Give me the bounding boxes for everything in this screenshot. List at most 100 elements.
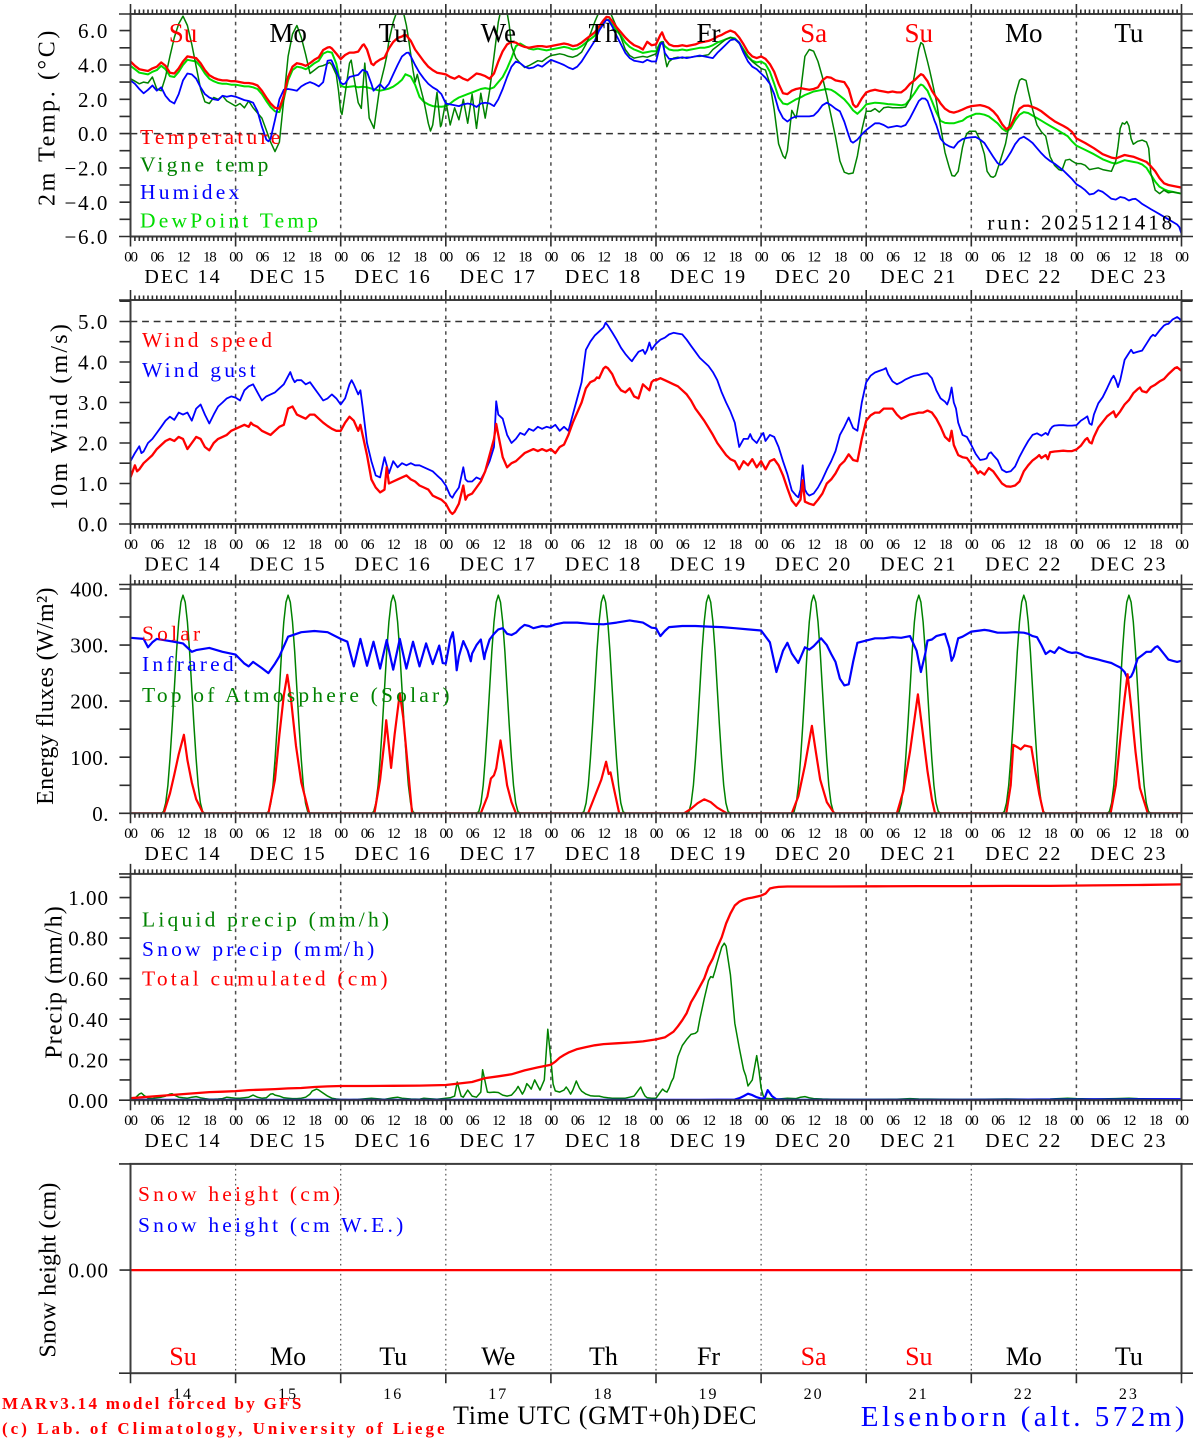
svg-text:00: 00 <box>124 537 137 553</box>
svg-text:12: 12 <box>1017 537 1030 553</box>
svg-text:06: 06 <box>1096 1113 1110 1129</box>
svg-text:−4.0: −4.0 <box>65 191 110 215</box>
svg-text:17: 17 <box>488 1386 508 1403</box>
svg-text:06: 06 <box>991 249 1005 265</box>
svg-text:4.0: 4.0 <box>78 351 109 375</box>
svg-text:12: 12 <box>1123 826 1136 842</box>
svg-text:00: 00 <box>545 537 558 553</box>
svg-text:18: 18 <box>939 826 952 842</box>
svg-text:20: 20 <box>804 1386 824 1403</box>
svg-text:Su: Su <box>169 1342 196 1371</box>
svg-text:DewPoint Temp: DewPoint Temp <box>140 208 321 232</box>
svg-text:18: 18 <box>203 249 216 265</box>
svg-text:Th: Th <box>589 1342 618 1371</box>
svg-text:12: 12 <box>702 537 715 553</box>
svg-text:18: 18 <box>1044 1113 1057 1129</box>
svg-text:00: 00 <box>545 826 558 842</box>
svg-text:00: 00 <box>334 1113 347 1129</box>
svg-text:12: 12 <box>702 1113 715 1129</box>
svg-text:12: 12 <box>597 1113 610 1129</box>
svg-text:0.20: 0.20 <box>68 1048 109 1072</box>
svg-text:400.: 400. <box>70 578 109 602</box>
svg-text:18: 18 <box>623 1113 636 1129</box>
svg-text:12: 12 <box>597 537 610 553</box>
svg-text:DEC 14: DEC 14 <box>144 843 221 865</box>
svg-text:12: 12 <box>282 249 295 265</box>
svg-text:12: 12 <box>1017 826 1030 842</box>
svg-text:1.0: 1.0 <box>78 472 109 496</box>
svg-text:Elsenborn (alt. 572m): Elsenborn (alt. 572m) <box>861 1401 1188 1433</box>
svg-text:300.: 300. <box>70 634 109 658</box>
svg-text:06: 06 <box>361 537 375 553</box>
svg-text:00: 00 <box>545 249 558 265</box>
svg-text:0.00: 0.00 <box>68 1259 109 1283</box>
svg-text:Energy fluxes (W/m²): Energy fluxes (W/m²) <box>33 587 59 805</box>
svg-text:DEC 19: DEC 19 <box>670 554 747 576</box>
svg-text:DEC 16: DEC 16 <box>355 843 432 865</box>
svg-text:06: 06 <box>1096 249 1110 265</box>
svg-text:19: 19 <box>699 1386 719 1403</box>
svg-text:18: 18 <box>1044 249 1057 265</box>
svg-text:18: 18 <box>518 537 531 553</box>
svg-text:1.00: 1.00 <box>68 886 109 910</box>
svg-text:12: 12 <box>912 1113 925 1129</box>
svg-text:18: 18 <box>834 537 847 553</box>
svg-text:00: 00 <box>334 249 347 265</box>
svg-text:DEC 19: DEC 19 <box>670 843 747 865</box>
svg-text:06: 06 <box>781 826 795 842</box>
svg-text:00: 00 <box>650 1113 663 1129</box>
svg-text:Humidex: Humidex <box>140 180 242 204</box>
svg-text:18: 18 <box>939 537 952 553</box>
svg-text:18: 18 <box>939 249 952 265</box>
svg-text:DEC 14: DEC 14 <box>144 554 221 576</box>
svg-text:18: 18 <box>1149 1113 1162 1129</box>
svg-text:00: 00 <box>545 1113 558 1129</box>
svg-text:00: 00 <box>1070 249 1083 265</box>
svg-text:12: 12 <box>1123 537 1136 553</box>
svg-text:12: 12 <box>492 1113 505 1129</box>
svg-text:00: 00 <box>229 249 242 265</box>
svg-text:00: 00 <box>439 537 452 553</box>
svg-text:00: 00 <box>229 537 242 553</box>
svg-text:0.: 0. <box>92 802 109 826</box>
svg-text:We: We <box>481 18 516 48</box>
svg-text:DEC 19: DEC 19 <box>670 1130 747 1152</box>
svg-text:00: 00 <box>650 249 663 265</box>
svg-text:18: 18 <box>623 249 636 265</box>
svg-text:18: 18 <box>518 249 531 265</box>
svg-text:06: 06 <box>781 1113 795 1129</box>
svg-text:18: 18 <box>834 1113 847 1129</box>
svg-text:0.60: 0.60 <box>68 967 109 991</box>
svg-text:12: 12 <box>387 537 400 553</box>
svg-text:00: 00 <box>124 1113 137 1129</box>
svg-text:18: 18 <box>413 1113 426 1129</box>
svg-text:run: 2025121418: run: 2025121418 <box>987 210 1175 234</box>
svg-text:18: 18 <box>308 537 321 553</box>
svg-text:00: 00 <box>860 1113 873 1129</box>
svg-text:DEC 15: DEC 15 <box>249 266 326 288</box>
svg-text:00: 00 <box>439 1113 452 1129</box>
svg-text:21: 21 <box>909 1386 929 1403</box>
svg-text:00: 00 <box>439 826 452 842</box>
svg-text:12: 12 <box>492 537 505 553</box>
svg-text:Tu: Tu <box>379 18 409 48</box>
svg-text:Infrared: Infrared <box>142 652 237 676</box>
svg-text:06: 06 <box>571 826 585 842</box>
svg-text:We: We <box>481 1342 515 1371</box>
svg-text:DEC 15: DEC 15 <box>249 1130 326 1152</box>
svg-text:18: 18 <box>308 249 321 265</box>
svg-text:06: 06 <box>466 1113 480 1129</box>
svg-text:12: 12 <box>1017 249 1030 265</box>
svg-text:DEC 21: DEC 21 <box>880 554 957 576</box>
svg-text:12: 12 <box>1123 1113 1136 1129</box>
svg-text:Precip (mm/h): Precip (mm/h) <box>42 905 68 1059</box>
svg-text:DEC 20: DEC 20 <box>775 266 852 288</box>
svg-text:18: 18 <box>623 537 636 553</box>
svg-text:DEC 18: DEC 18 <box>565 266 642 288</box>
svg-text:Mo: Mo <box>1005 18 1043 48</box>
svg-text:06: 06 <box>991 1113 1005 1129</box>
svg-text:DEC 14: DEC 14 <box>144 1130 221 1152</box>
svg-text:Mo: Mo <box>269 18 307 48</box>
svg-text:DEC 22: DEC 22 <box>985 843 1062 865</box>
svg-text:Su: Su <box>905 1342 932 1371</box>
